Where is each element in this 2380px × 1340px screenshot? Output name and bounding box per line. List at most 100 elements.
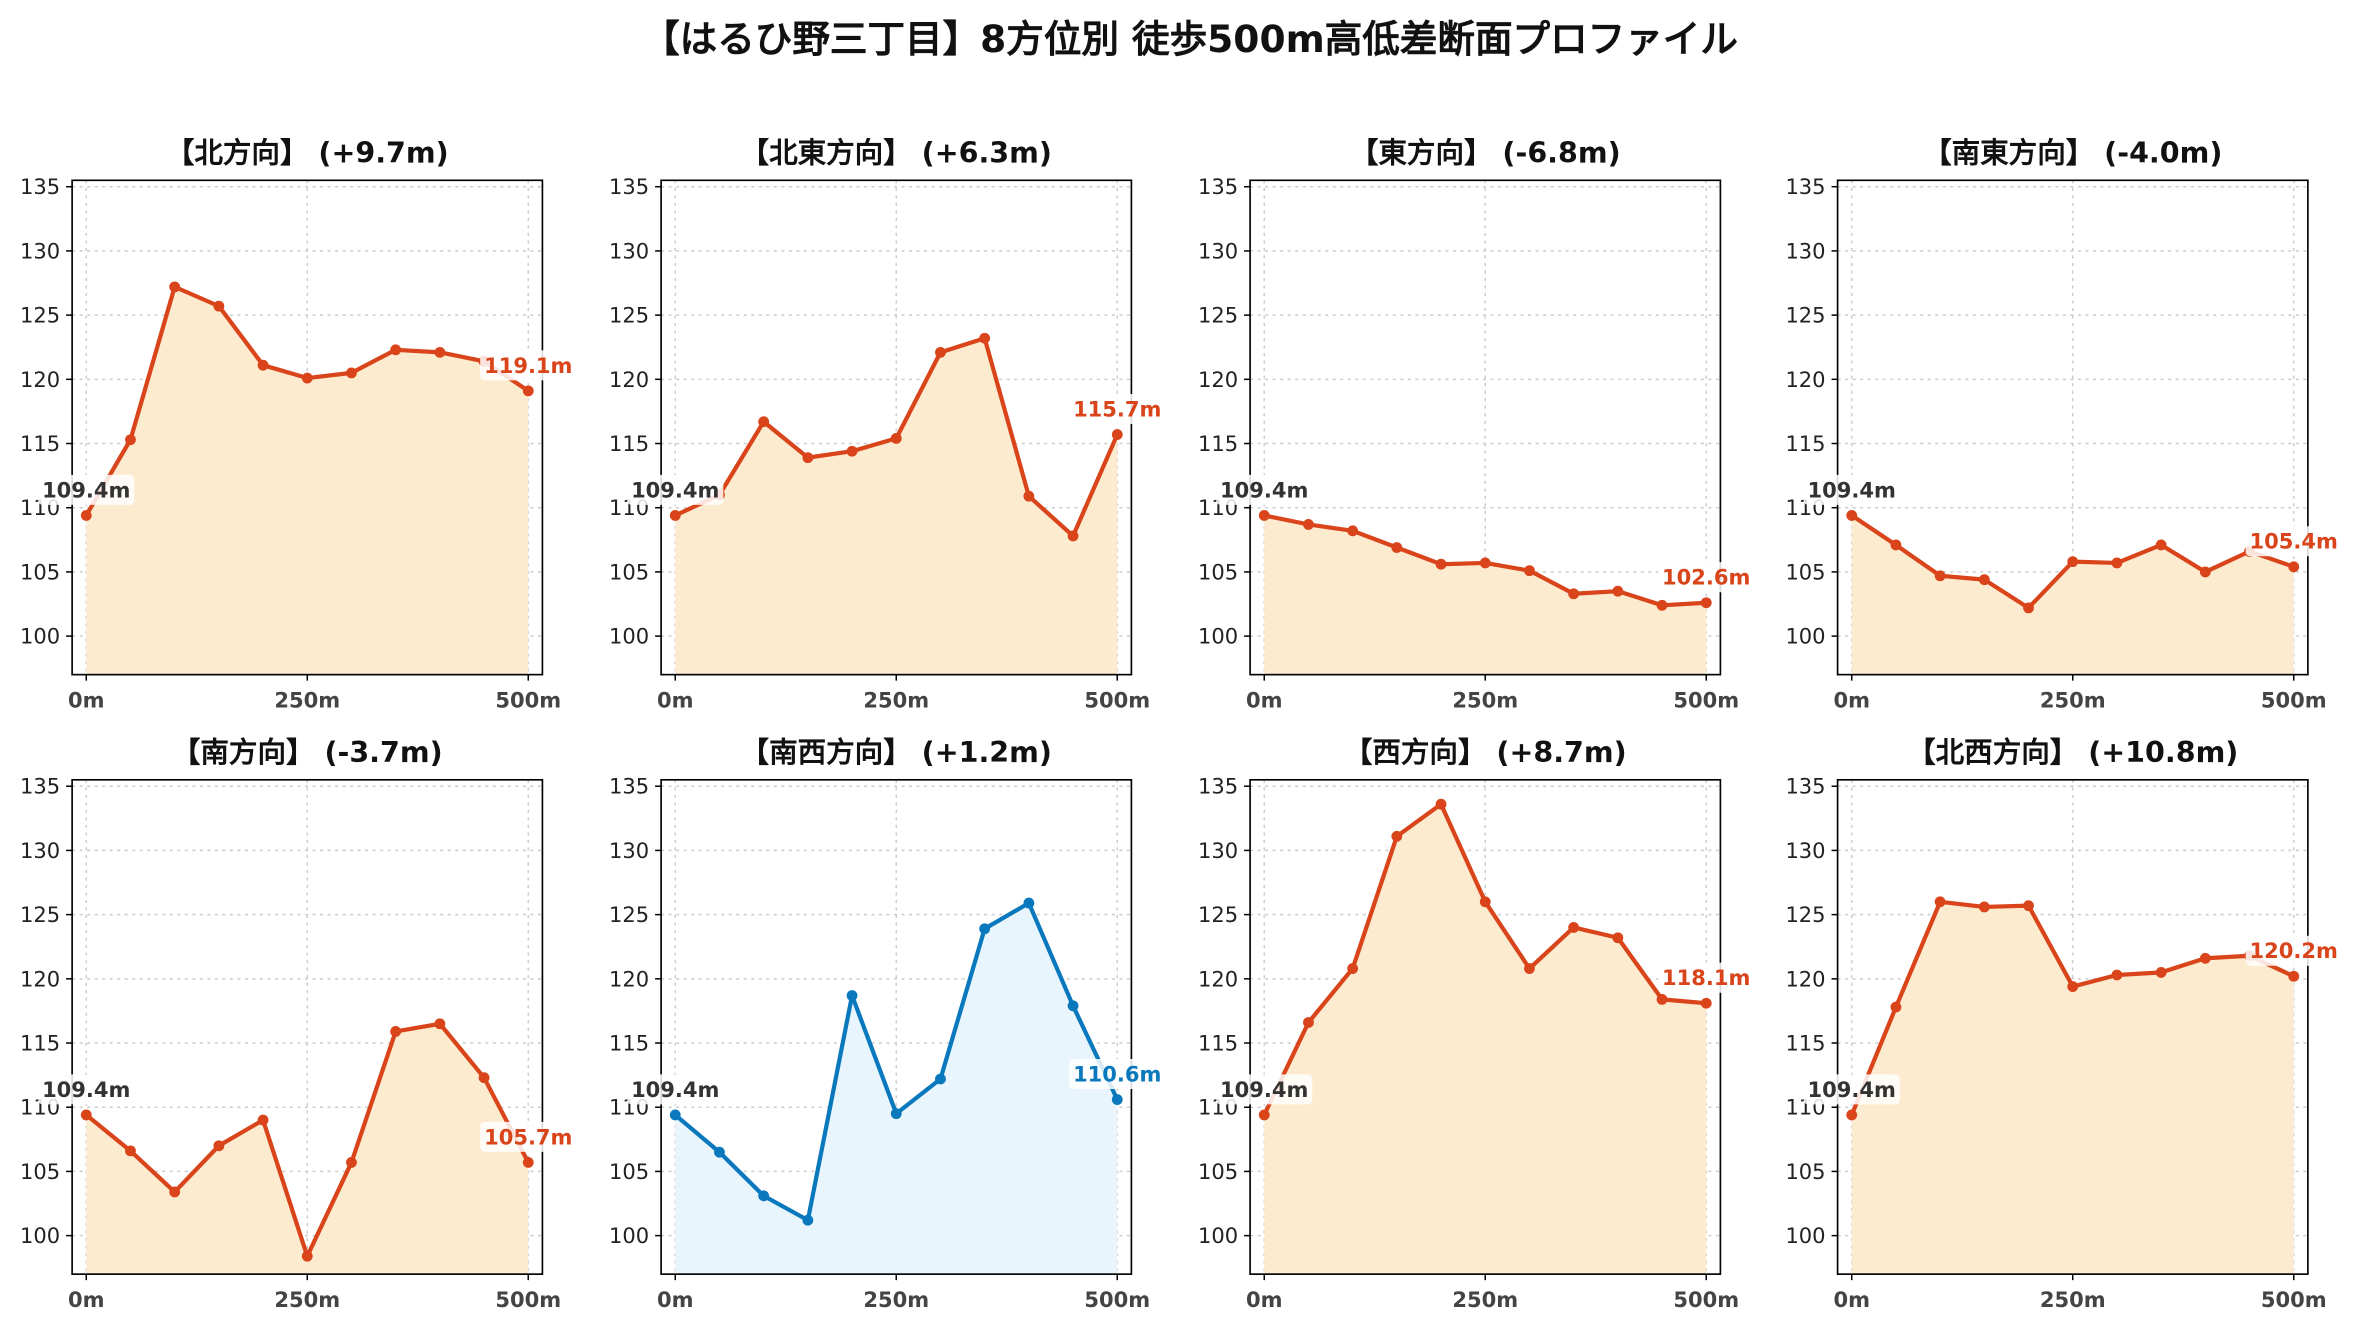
x-tick-label: 0m xyxy=(1833,688,1870,713)
end-label-bg xyxy=(480,350,577,381)
data-point xyxy=(758,1190,770,1202)
y-tick-label: 125 xyxy=(609,902,649,927)
y-tick-label: 115 xyxy=(609,1031,649,1056)
data-point xyxy=(169,1186,181,1198)
y-tick-label: 100 xyxy=(609,624,649,649)
data-point xyxy=(257,359,269,371)
start-label-bg xyxy=(627,474,724,505)
data-point xyxy=(2199,952,2211,964)
y-tick-label: 105 xyxy=(1785,559,1825,584)
data-point xyxy=(213,1140,225,1152)
data-point xyxy=(1846,1109,1858,1121)
y-tick-label: 130 xyxy=(1785,238,1825,263)
data-point xyxy=(1258,1109,1270,1121)
x-tick-label: 500m xyxy=(2261,688,2327,713)
data-point xyxy=(434,1018,446,1030)
data-point xyxy=(1612,932,1624,944)
y-tick-label: 100 xyxy=(1785,1223,1825,1248)
y-tick-label: 135 xyxy=(609,174,649,199)
end-value-label: 119.1m xyxy=(484,353,572,378)
y-tick-label: 130 xyxy=(609,238,649,263)
y-tick-label: 120 xyxy=(1785,367,1825,392)
x-tick-label: 250m xyxy=(274,1287,340,1312)
y-tick-label: 100 xyxy=(1198,1223,1238,1248)
x-tick-label: 500m xyxy=(1084,1287,1150,1312)
data-point xyxy=(257,1114,269,1126)
data-point xyxy=(1391,830,1403,842)
start-label-bg xyxy=(1216,474,1313,505)
panel-title: 【北西方向】 (+10.8m) xyxy=(1907,736,2238,769)
data-point xyxy=(522,1157,534,1168)
y-tick-label: 135 xyxy=(609,774,649,799)
panel-title: 【西方向】 (+8.7m) xyxy=(1344,736,1627,769)
profile-panel-3: 【南東方向】 (-4.0m)1001051101151201251301350m… xyxy=(1785,136,2342,713)
y-tick-label: 125 xyxy=(1198,902,1238,927)
start-value-label: 109.4m xyxy=(42,1077,130,1102)
data-point xyxy=(1111,1094,1123,1105)
y-tick-label: 135 xyxy=(1785,774,1825,799)
y-tick-label: 100 xyxy=(1198,624,1238,649)
data-point xyxy=(2023,900,2034,912)
data-point xyxy=(1978,574,1990,586)
data-point xyxy=(2067,981,2079,992)
end-label-bg xyxy=(2245,526,2342,557)
y-tick-label: 130 xyxy=(20,838,60,863)
y-tick-label: 130 xyxy=(1198,838,1238,863)
data-point xyxy=(2199,566,2211,578)
y-tick-label: 105 xyxy=(609,559,649,584)
end-label-bg xyxy=(1069,1058,1166,1090)
data-point xyxy=(1978,901,1990,913)
data-point xyxy=(346,367,357,379)
data-point xyxy=(669,1109,681,1121)
x-tick-label: 500m xyxy=(1673,688,1739,713)
x-tick-label: 0m xyxy=(657,1287,694,1312)
data-point xyxy=(1700,997,1712,1009)
end-label-bg xyxy=(480,1121,577,1152)
y-tick-label: 100 xyxy=(20,1223,60,1248)
panel-title: 【北方向】 (+9.7m) xyxy=(166,136,449,169)
x-tick-label: 0m xyxy=(1246,1287,1283,1312)
panel-title: 【北東方向】 (+6.3m) xyxy=(741,136,1052,169)
x-tick-label: 500m xyxy=(495,1287,561,1312)
x-tick-label: 0m xyxy=(68,1287,105,1312)
data-point xyxy=(1524,963,1535,974)
y-tick-label: 100 xyxy=(1785,624,1825,649)
data-point xyxy=(2288,970,2300,982)
data-point xyxy=(2067,556,2079,568)
y-tick-label: 135 xyxy=(1198,174,1238,199)
start-value-label: 109.4m xyxy=(631,1077,719,1102)
data-point xyxy=(1067,1000,1079,1012)
start-value-label: 109.4m xyxy=(1220,477,1308,502)
data-point xyxy=(1023,490,1035,502)
data-point xyxy=(1303,1017,1314,1028)
y-tick-label: 125 xyxy=(1785,902,1825,927)
data-point xyxy=(2023,602,2034,614)
start-value-label: 109.4m xyxy=(631,477,719,502)
end-label-bg xyxy=(2245,935,2342,966)
area-fill xyxy=(1264,804,1707,1275)
data-point xyxy=(1524,565,1535,577)
data-point xyxy=(1934,570,1946,582)
data-point xyxy=(1568,922,1580,933)
y-tick-label: 105 xyxy=(20,559,60,584)
profile-panel-7: 【北西方向】 (+10.8m)1001051101151201251301350… xyxy=(1785,736,2342,1312)
area-fill xyxy=(86,1023,529,1275)
panel-title: 【南西方向】 (+1.2m) xyxy=(741,736,1052,769)
x-tick-label: 0m xyxy=(68,688,105,713)
data-point xyxy=(1258,510,1270,521)
area-fill xyxy=(1851,515,2294,675)
y-tick-label: 120 xyxy=(1198,367,1238,392)
y-tick-label: 135 xyxy=(20,774,60,799)
x-tick-label: 500m xyxy=(495,688,561,713)
data-point xyxy=(1890,1001,1902,1013)
data-point xyxy=(890,1108,902,1120)
y-tick-label: 125 xyxy=(609,303,649,328)
area-fill xyxy=(1264,515,1707,675)
x-tick-label: 250m xyxy=(863,688,929,713)
x-tick-label: 0m xyxy=(1833,1287,1870,1312)
data-point xyxy=(125,1145,136,1157)
data-point xyxy=(890,432,902,444)
y-tick-label: 130 xyxy=(20,238,60,263)
area-fill xyxy=(1851,901,2294,1275)
y-tick-label: 135 xyxy=(1785,174,1825,199)
